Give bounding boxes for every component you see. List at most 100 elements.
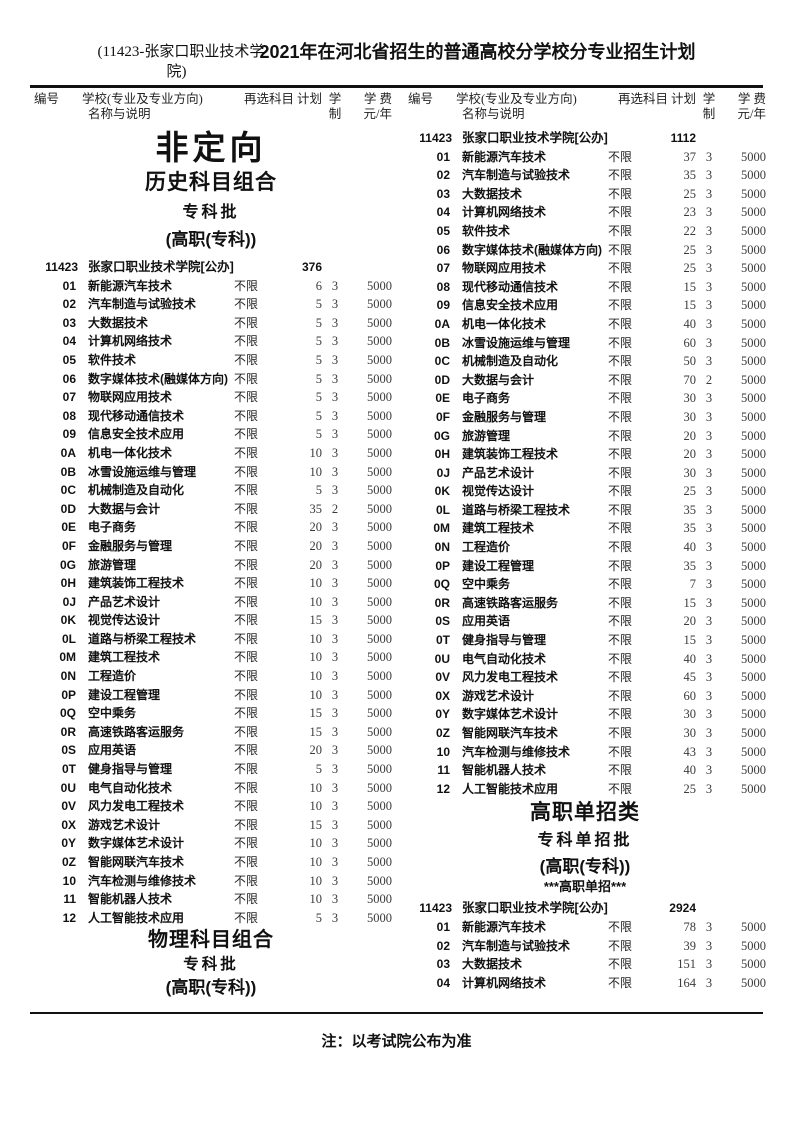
row-specialty-name: 道路与桥梁工程技术	[88, 631, 197, 646]
row-reselect-subject: 不限	[608, 354, 633, 369]
row-specialty-name: 智能机器人技术	[462, 763, 547, 778]
row-plan-count: 10	[309, 576, 323, 591]
row-code: 0P	[435, 558, 450, 573]
row-reselect-subject: 不限	[234, 594, 259, 609]
row-reselect-subject: 不限	[608, 186, 633, 201]
header-row-1: 编号 学校(专业及专业方向) 再选科目 计划 学 学 费	[30, 92, 392, 107]
row-plan-count: 35	[309, 501, 323, 516]
row-fee: 5000	[741, 205, 766, 220]
row-code: 0A	[434, 316, 450, 331]
table-row: 10 汽车检测与维修技术 不限 10 3 5000	[30, 872, 392, 891]
row-specialty-name: 软件技术	[462, 223, 511, 238]
row-reselect-subject: 不限	[608, 465, 633, 480]
row-plan-count: 43	[683, 744, 697, 759]
row-code: 02	[436, 168, 450, 183]
row-reselect-subject: 不限	[234, 650, 259, 665]
title-main-text: 2021年在河北省招生的普通高校分学校分专业招生计划	[259, 42, 696, 62]
table-row: 0P 建设工程管理 不限 35 3 5000	[404, 557, 766, 576]
row-plan-count: 15	[309, 706, 323, 721]
row-fee: 5000	[367, 520, 392, 535]
row-fee: 5000	[741, 354, 766, 369]
row-fee: 5000	[367, 408, 392, 423]
row-years: 3	[705, 242, 713, 257]
row-reselect-subject: 不限	[234, 390, 259, 405]
row-fee: 5000	[741, 707, 766, 722]
row-reselect-subject: 不限	[234, 297, 259, 312]
table-row: 0U 电气自动化技术 不限 10 3 5000	[30, 779, 392, 798]
row-plan-count: 25	[683, 781, 697, 796]
row-fee: 5000	[741, 242, 766, 257]
row-code: 04	[436, 975, 450, 990]
header-years-2: 制	[328, 107, 342, 121]
row-reselect-subject: 不限	[608, 919, 633, 934]
row-reselect-subject: 不限	[608, 707, 633, 722]
row-reselect-subject: 不限	[234, 706, 259, 721]
row-years: 3	[331, 520, 339, 535]
row-specialty-name: 软件技术	[88, 352, 137, 367]
row-reselect-subject: 不限	[234, 501, 259, 516]
row-fee: 5000	[367, 445, 392, 460]
row-years: 3	[705, 577, 713, 592]
row-fee: 5000	[741, 409, 766, 424]
row-years: 3	[705, 558, 713, 573]
table-row: 0V 风力发电工程技术 不限 10 3 5000	[30, 797, 392, 816]
row-specialty-name: 人工智能技术应用	[88, 910, 185, 925]
table-row: 03 大数据技术 不限 151 3 5000	[404, 955, 766, 974]
row-reselect-subject: 不限	[608, 335, 633, 350]
table-row: 0M 建筑工程技术 不限 10 3 5000	[30, 648, 392, 667]
table-row: 0E 电子商务 不限 20 3 5000	[30, 518, 392, 537]
row-fee: 5000	[741, 502, 766, 517]
page-title: (11423-张家口职业技术学 院) 2021年在河北省招生的普通高校分学校分专…	[0, 42, 793, 82]
table-row: 0S 应用英语 不限 20 3 5000	[404, 612, 766, 631]
row-fee: 5000	[741, 540, 766, 555]
row-plan-count: 25	[683, 261, 697, 276]
row-specialty-name: 电气自动化技术	[88, 780, 173, 795]
institution-row: 11423 张家口职业技术学院[公办] 2924	[404, 899, 766, 918]
header-years-1: 学	[702, 92, 716, 106]
row-fee: 5000	[741, 186, 766, 201]
row-years: 3	[705, 707, 713, 722]
row-reselect-subject: 不限	[608, 428, 633, 443]
row-code: 10	[436, 744, 450, 759]
row-code: 0F	[435, 409, 450, 424]
row-reselect-subject: 不限	[608, 242, 633, 257]
row-fee: 5000	[367, 315, 392, 330]
table-row: 04 计算机网络技术 不限 164 3 5000	[404, 974, 766, 993]
row-reselect-subject: 不限	[608, 726, 633, 740]
table-row: 05 软件技术 不限 5 3 5000	[30, 351, 392, 370]
section-heading-history-combo: 历史科目组合	[145, 171, 277, 194]
row-code: 05	[436, 223, 450, 238]
row-fee: 5000	[367, 576, 392, 591]
row-fee: 5000	[367, 836, 392, 851]
row-code: 0Z	[61, 855, 76, 869]
table-row: 0X 游戏艺术设计 不限 60 3 5000	[404, 687, 766, 706]
row-years: 3	[705, 975, 713, 990]
row-years: 3	[331, 408, 339, 423]
row-fee: 5000	[367, 650, 392, 665]
row-fee: 5000	[741, 447, 766, 462]
row-years: 3	[705, 651, 713, 666]
table-row: 11 智能机器人技术 不限 40 3 5000	[404, 761, 766, 780]
row-years: 3	[331, 743, 339, 758]
row-reselect-subject: 不限	[234, 687, 259, 702]
table-row: 0V 风力发电工程技术 不限 45 3 5000	[404, 668, 766, 687]
row-plan-count: 30	[683, 707, 697, 722]
row-plan-count: 5	[315, 371, 322, 386]
table-row: 0D 大数据与会计 不限 35 2 5000	[30, 500, 392, 519]
row-code: 0X	[435, 688, 450, 703]
row-code: 0K	[60, 613, 76, 628]
row-reselect-subject: 不限	[608, 595, 633, 610]
header-fee-2: 元/年	[363, 107, 392, 121]
header-plan: 计划	[296, 92, 322, 106]
row-plan-count: 10	[309, 799, 323, 814]
row-plan-count: 5	[315, 390, 322, 405]
title-code-line2: 院)	[166, 64, 187, 80]
row-years: 3	[331, 799, 339, 814]
row-reselect-subject: 不限	[608, 316, 633, 331]
row-code: 0V	[435, 670, 450, 685]
row-years: 3	[331, 483, 339, 498]
row-specialty-name: 视觉传达设计	[462, 484, 535, 499]
row-code: 0Y	[61, 836, 76, 851]
row-code: 12	[436, 781, 450, 796]
